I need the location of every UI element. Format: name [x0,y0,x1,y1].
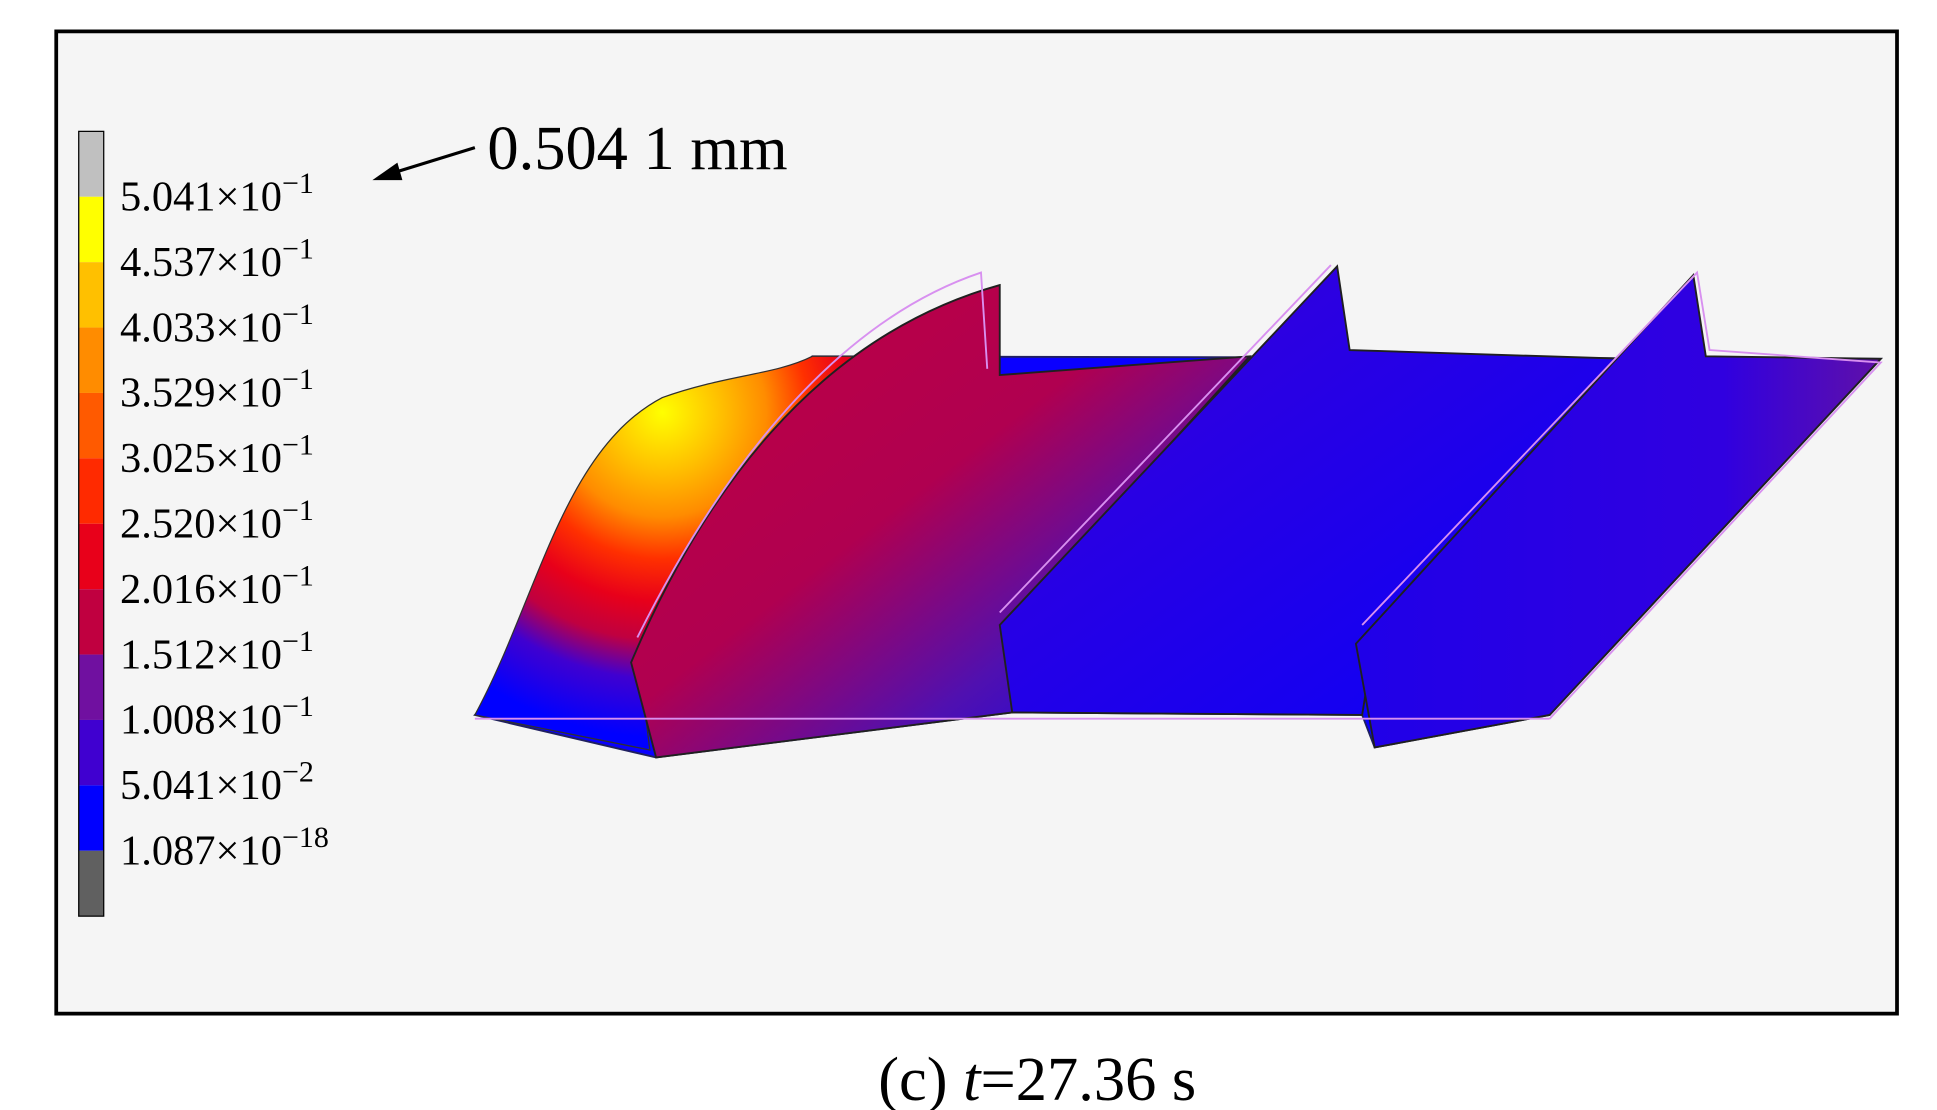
legend-exponent: −1 [282,429,314,462]
legend-exponent: −18 [282,821,329,854]
annotation: 0.504 1 mm [487,113,787,183]
legend-swatch [78,785,104,851]
caption: (c) t=27.36 s [878,1044,1196,1110]
legend-label: 1.512×10−1 [120,625,314,678]
model [473,264,1883,759]
legend-swatch [78,458,104,524]
legend-coefficient: 1.512 [120,631,216,678]
legend-swatch [78,262,104,328]
legend-swatch [78,392,104,459]
legend-coefficient: 3.529 [120,370,216,417]
legend-times: ×10 [216,239,282,286]
legend-exponent: −1 [282,494,314,527]
legend-swatch [78,654,104,720]
legend-label: 3.025×10−1 [120,429,314,482]
legend-coefficient: 2.520 [120,501,216,548]
legend-exponent: −1 [282,167,314,200]
legend-label: 1.008×10−1 [120,690,314,743]
legend-label: 1.087×10−18 [120,821,329,874]
legend-label: 5.041×10−1 [120,167,314,220]
annotation-arrowhead [372,162,403,181]
legend-exponent: −1 [282,690,314,723]
fin-3 [1354,272,1883,749]
legend-coefficient: 4.537 [120,239,216,286]
legend-coefficient: 1.087 [120,828,216,875]
fin-1 [630,283,1252,759]
caption-label: (c) [878,1044,963,1110]
legend-times: ×10 [216,370,282,417]
legend-exponent: −1 [282,363,314,396]
legend-times: ×10 [216,566,282,613]
legend-times: ×10 [216,828,282,875]
legend-border [78,130,105,917]
undeformed-outline [474,264,1883,720]
legend: 5.041×10−14.537×10−14.033×10−13.529×10−1… [78,130,329,917]
legend-swatch [78,719,104,786]
legend-exponent: −1 [282,625,314,658]
legend-label: 2.520×10−1 [120,494,314,547]
legend-times: ×10 [216,697,282,744]
legend-swatch [78,196,104,263]
legend-coefficient: 1.008 [120,697,216,744]
legend-coefficient: 2.016 [120,566,216,613]
legend-label: 4.033×10−1 [120,298,314,351]
legend-times: ×10 [216,304,282,351]
legend-exponent: −1 [282,298,314,331]
legend-coefficient: 5.041 [120,174,216,221]
legend-times: ×10 [216,762,282,809]
legend-times: ×10 [216,174,282,221]
legend-coefficient: 5.041 [120,762,216,809]
legend-times: ×10 [216,501,282,548]
legend-label: 3.529×10−1 [120,363,314,416]
legend-label: 2.016×10−1 [120,559,314,612]
legend-swatch [78,850,104,917]
legend-times: ×10 [216,631,282,678]
legend-swatch [78,523,104,590]
legend-label: 4.537×10−1 [120,232,314,285]
legend-exponent: −1 [282,232,314,265]
legend-exponent: −2 [282,756,314,789]
legend-label: 5.041×10−2 [120,756,314,809]
legend-coefficient: 3.025 [120,435,216,482]
caption-variable: t [963,1044,982,1110]
legend-times: ×10 [216,435,282,482]
legend-swatch [78,589,104,655]
caption-value: =27.36 s [981,1044,1197,1110]
legend-exponent: −1 [282,559,314,592]
annotation-arrow [389,146,476,176]
legend-coefficient: 4.033 [120,304,216,351]
legend-swatch [78,131,104,197]
legend-swatch [78,327,104,393]
